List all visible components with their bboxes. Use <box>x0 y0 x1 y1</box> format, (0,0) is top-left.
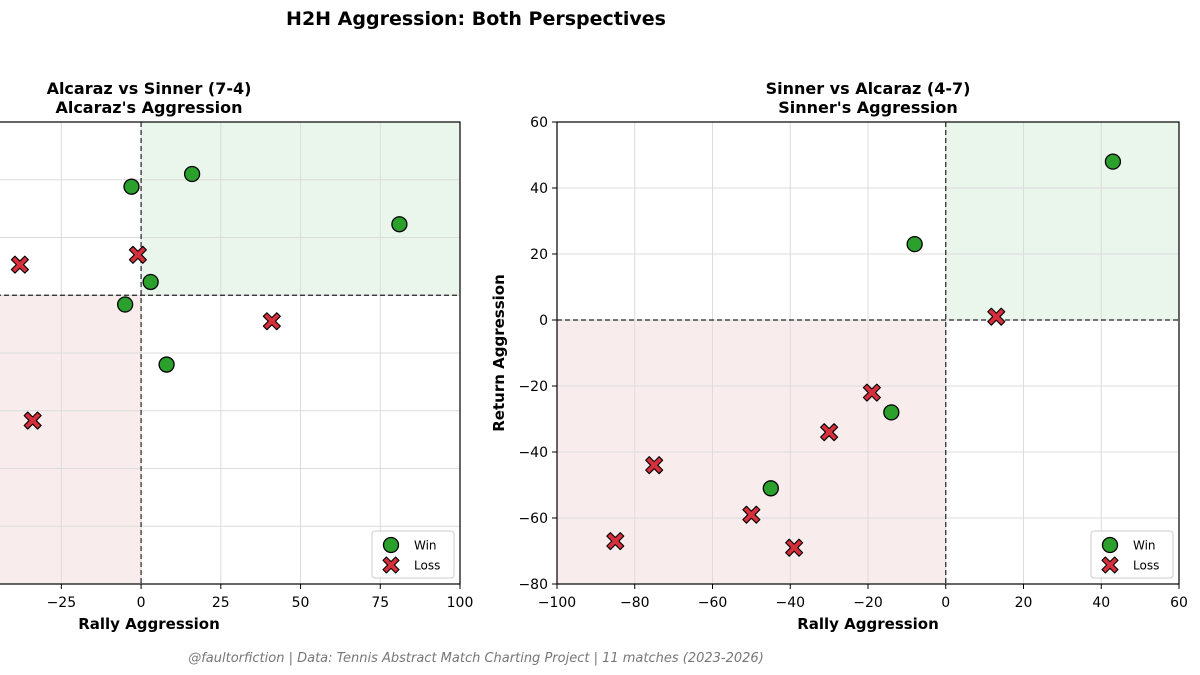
right-chart-y-tick-label: 20 <box>530 247 548 263</box>
right-chart-win-point <box>762 480 779 497</box>
figure-title: H2H Aggression: Both Perspectives <box>286 8 666 30</box>
left-chart-legend-loss-marker <box>382 556 400 574</box>
right-chart-plot-area <box>556 121 1180 585</box>
right-chart: Sinner vs Alcaraz (4-7) Sinner's Aggress… <box>490 79 1188 633</box>
right-chart-win-point <box>883 404 900 421</box>
left-chart-x-tick-label: 25 <box>212 595 230 611</box>
right-chart-y-tick-label: −80 <box>518 577 548 593</box>
right-chart-title-line2: Sinner's Aggression <box>778 98 957 117</box>
right-chart-y-tick-label: −40 <box>518 445 548 461</box>
left-chart-x-tick-label: −25 <box>47 595 77 611</box>
right-chart-legend-win-label: Win <box>1133 539 1156 553</box>
footer-credit: @faultorfiction | Data: Tennis Abstract … <box>188 651 764 666</box>
left-chart-loss-point <box>128 245 147 264</box>
left-chart-axes-frame <box>0 121 461 585</box>
left-chart-loss-quadrant <box>0 295 142 584</box>
left-chart-legend-win-marker <box>382 536 400 554</box>
left-chart-legend: Win Loss <box>371 530 455 579</box>
left-chart-win-point <box>391 216 408 233</box>
right-chart-legend-loss-label: Loss <box>1133 559 1159 573</box>
left-chart-x-tick-label: 75 <box>371 595 389 611</box>
left-chart-loss-point <box>262 312 281 331</box>
left-chart-x-axis-label: Rally Aggression <box>78 615 220 633</box>
right-chart-title-line1: Sinner vs Alcaraz (4-7) <box>766 79 971 98</box>
left-chart-loss-point <box>23 411 42 430</box>
right-chart-loss-point <box>987 307 1006 326</box>
right-chart-win-quadrant <box>945 122 1179 320</box>
right-chart-x-tick-label: −20 <box>853 595 883 611</box>
right-chart-x-tick-label: 20 <box>1015 595 1033 611</box>
right-chart-x-tick-label: −80 <box>620 595 650 611</box>
right-chart-loss-point <box>645 456 664 475</box>
left-chart-loss-point <box>10 255 29 274</box>
left-chart-x-tick-label: 100 <box>447 595 474 611</box>
left-chart-win-point <box>142 273 159 291</box>
right-chart-x-tick-label: −100 <box>538 595 576 611</box>
right-chart-win-point <box>906 235 923 253</box>
left-chart-legend-win-label: Win <box>414 539 437 553</box>
right-chart-legend-win-marker <box>1101 536 1119 554</box>
left-chart-x-tick-label: 50 <box>292 595 310 611</box>
right-chart-x-tick-label: 0 <box>941 595 950 611</box>
left-chart-legend-loss-label: Loss <box>414 559 440 573</box>
right-chart-loss-point <box>820 423 839 442</box>
right-chart-win-point <box>1104 153 1122 170</box>
right-chart-y-tick-label: −60 <box>518 511 548 527</box>
right-chart-legend: Win Loss <box>1090 530 1174 579</box>
right-chart-y-tick-label: −20 <box>518 379 548 395</box>
right-chart-loss-point <box>742 505 761 524</box>
right-chart-y-tick-label: 0 <box>539 313 548 329</box>
left-chart-win-point <box>183 165 201 183</box>
right-chart-loss-point <box>785 538 804 557</box>
right-chart-x-tick-label: 60 <box>1170 595 1188 611</box>
left-chart-win-point <box>116 296 134 313</box>
left-chart-plot-area <box>0 121 461 585</box>
right-chart-loss-point <box>606 532 625 551</box>
left-chart-title-line1: Alcaraz vs Sinner (7-4) <box>47 79 252 98</box>
right-chart-x-axis-label: Rally Aggression <box>797 615 939 633</box>
left-chart-win-point <box>123 178 140 195</box>
right-chart-y-axis-label: Return Aggression <box>490 274 508 432</box>
right-chart-x-tick-label: 40 <box>1092 595 1110 611</box>
left-chart: Alcaraz vs Sinner (7-4) Alcaraz's Aggres… <box>0 79 473 633</box>
left-chart-title-line2: Alcaraz's Aggression <box>55 98 242 117</box>
right-chart-y-tick-label: 40 <box>530 181 548 197</box>
left-chart-x-tick-label: 0 <box>137 595 146 611</box>
left-chart-win-point <box>158 356 175 373</box>
right-chart-loss-point <box>862 383 881 402</box>
right-chart-x-tick-label: −40 <box>775 595 805 611</box>
right-chart-legend-loss-marker <box>1101 556 1119 574</box>
right-chart-x-tick-label: −60 <box>698 595 728 611</box>
right-chart-y-tick-label: 60 <box>530 115 548 131</box>
